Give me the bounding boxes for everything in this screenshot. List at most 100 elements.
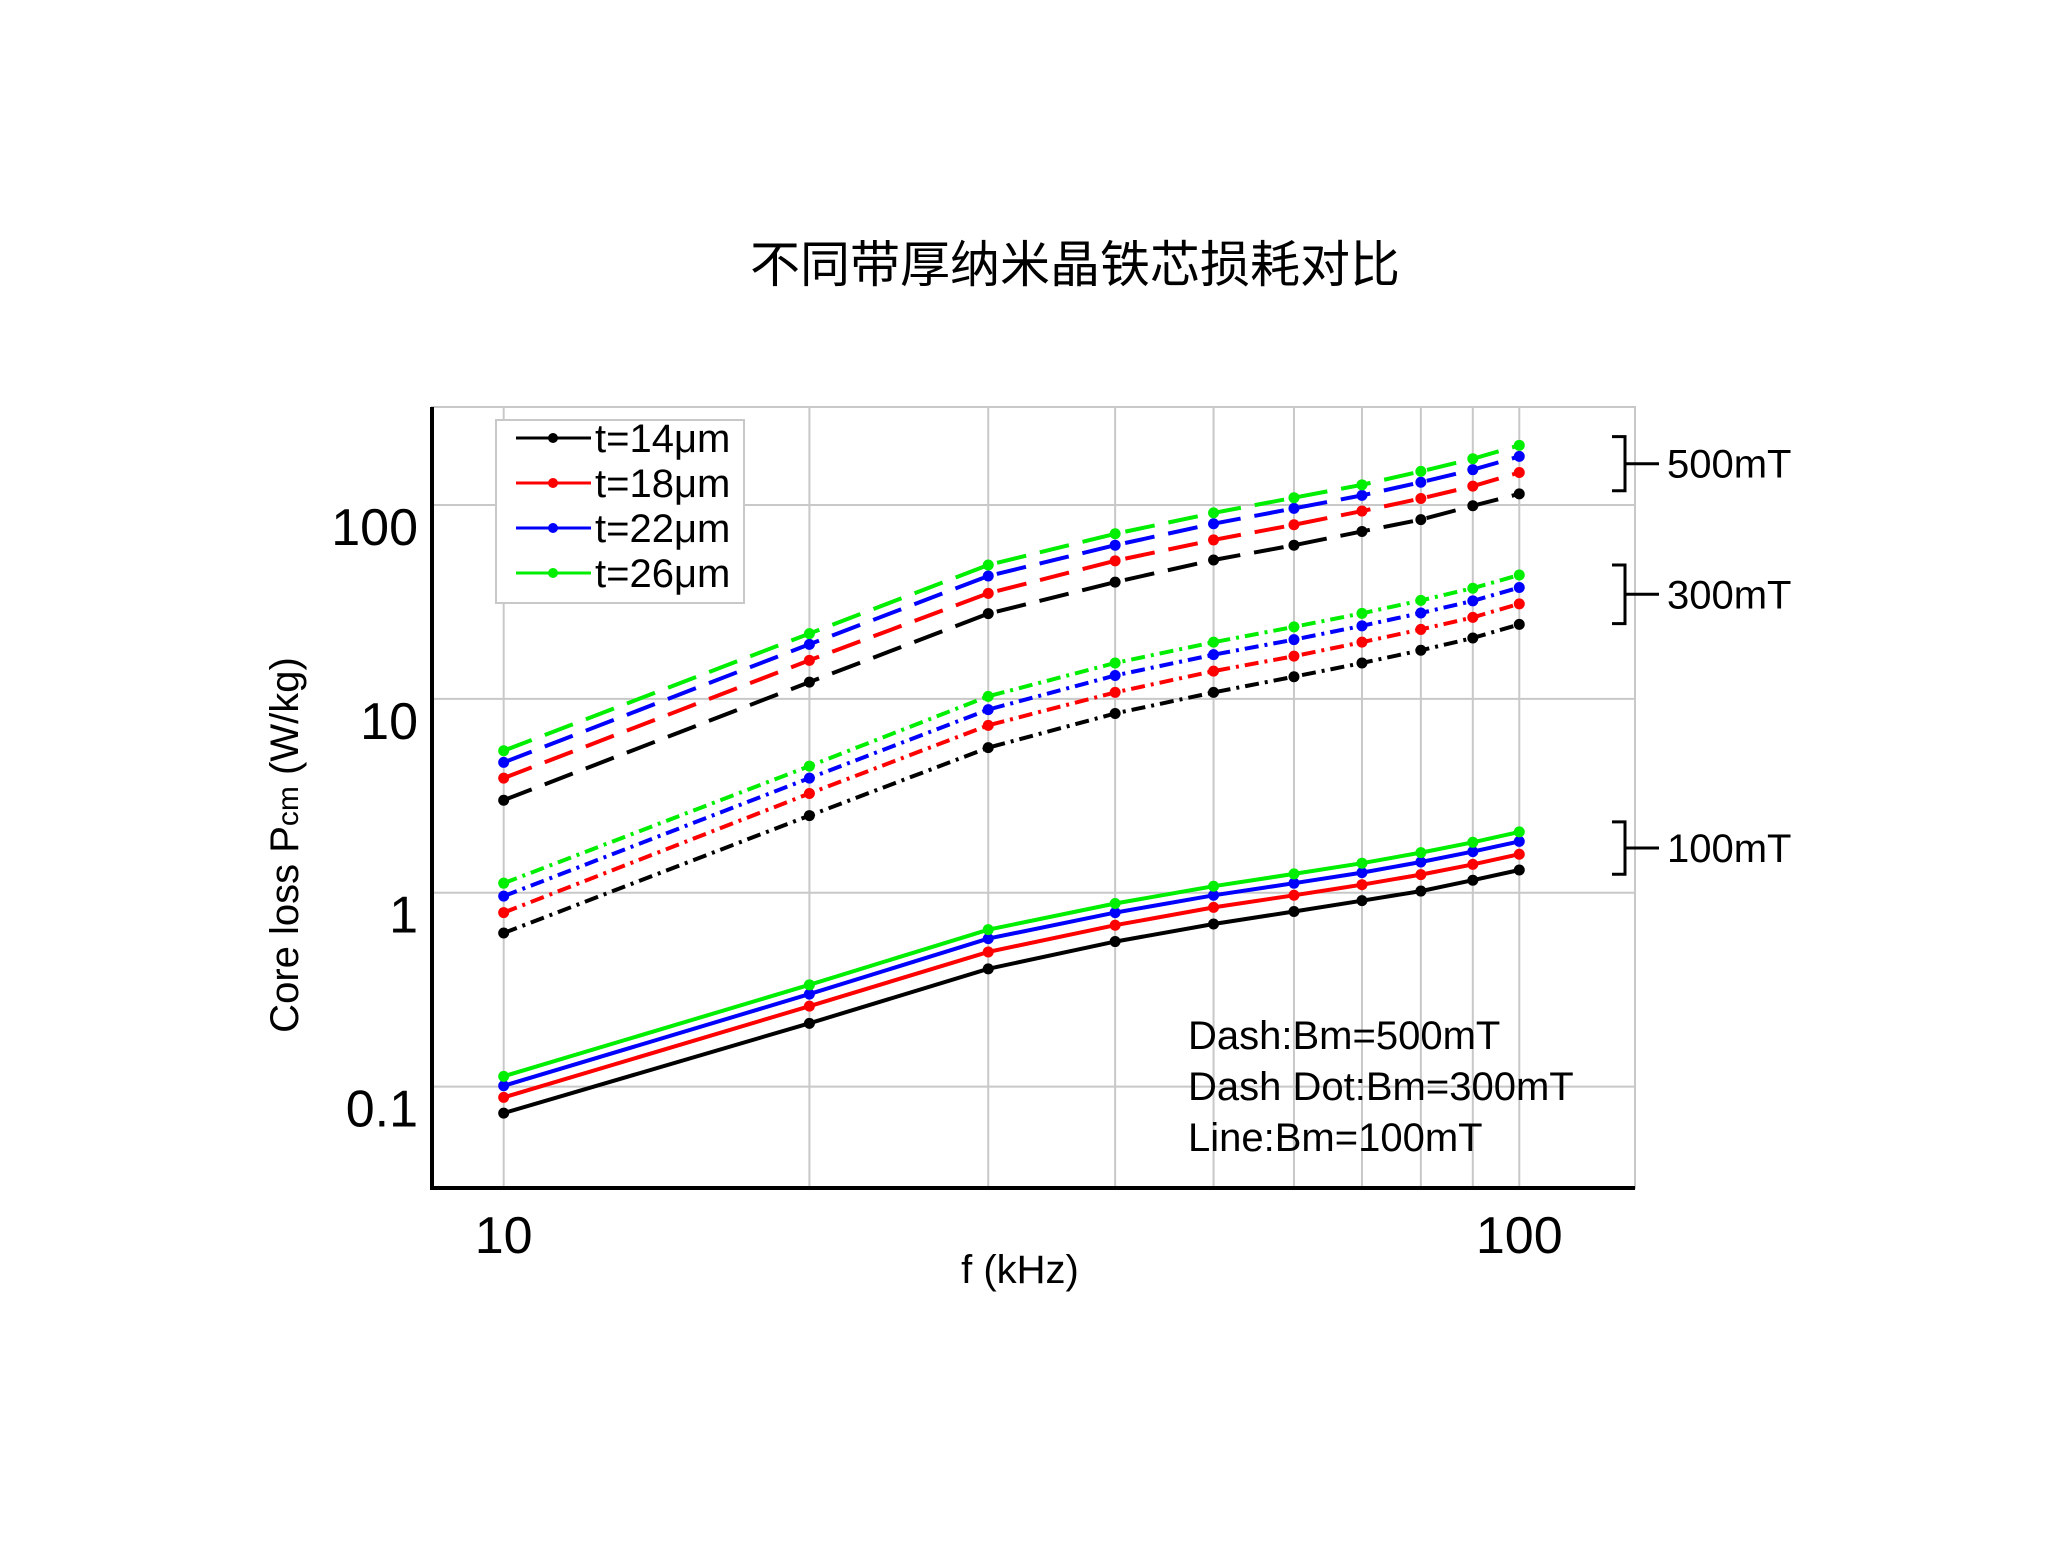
legend-item: t=18μm — [516, 462, 730, 506]
bracket — [1612, 435, 1659, 493]
series-line — [502, 470, 1520, 780]
data-point — [498, 927, 510, 939]
group-label: 300mT — [1667, 573, 1792, 617]
data-point — [1356, 505, 1368, 517]
data-point — [1513, 826, 1525, 838]
data-point — [1288, 519, 1300, 531]
data-point — [1356, 489, 1368, 501]
y-tick-label: 100 — [331, 499, 418, 557]
data-point — [803, 760, 815, 772]
data-point — [1356, 867, 1368, 879]
series-line — [503, 829, 1520, 1079]
data-point — [1109, 657, 1121, 669]
data-point — [1356, 479, 1368, 491]
data-point — [1208, 534, 1220, 546]
y-tick-label: 0.1 — [346, 1081, 418, 1139]
data-point — [982, 608, 994, 620]
data-point — [1513, 864, 1525, 876]
data-point — [1513, 618, 1525, 630]
data-point — [1356, 525, 1368, 537]
data-point — [1208, 686, 1220, 698]
data-point — [1467, 874, 1479, 886]
data-point — [1109, 555, 1121, 567]
data-point — [498, 1080, 510, 1092]
legend-marker — [548, 523, 558, 533]
data-point — [1513, 848, 1525, 860]
x-axis-label: f (kHz) — [961, 1248, 1079, 1292]
data-point — [803, 810, 815, 822]
data-point — [1467, 453, 1479, 465]
data-point — [1208, 649, 1220, 661]
data-point — [1109, 528, 1121, 540]
data-point — [1288, 906, 1300, 918]
data-point — [498, 772, 510, 784]
series-100mT-t=18μm — [498, 848, 1525, 1103]
data-point — [1288, 868, 1300, 880]
data-point — [1415, 514, 1427, 526]
series-300mT-t=14μm — [498, 618, 1525, 939]
data-point — [1208, 918, 1220, 930]
data-point — [982, 570, 994, 582]
group-bracket-500mT: 500mT — [1612, 435, 1792, 493]
y-axis-label-unit: (W/kg) — [263, 657, 307, 786]
data-point — [1109, 669, 1121, 681]
data-point — [1415, 623, 1427, 635]
data-point — [982, 924, 994, 936]
data-point — [803, 628, 815, 640]
tick-labels: 10 100 0.1 1 10 100 — [331, 499, 1562, 1265]
data-point — [1467, 632, 1479, 644]
series-300mT-t=26μm — [498, 569, 1525, 889]
data-point — [1415, 644, 1427, 656]
data-point — [1415, 869, 1427, 881]
data-point — [1208, 518, 1220, 530]
data-point — [982, 933, 994, 945]
data-point — [1356, 657, 1368, 669]
series-100mT-t=22μm — [498, 835, 1525, 1092]
data-point — [1208, 507, 1220, 519]
data-point — [1513, 450, 1525, 462]
data-point — [982, 719, 994, 731]
series-500mT-t=22μm — [498, 450, 1525, 768]
data-point — [982, 559, 994, 571]
data-point — [803, 979, 815, 991]
series-line — [502, 585, 1520, 899]
data-point — [1467, 464, 1479, 476]
series-line — [502, 573, 1520, 886]
x-tick-label: 10 — [475, 1207, 533, 1265]
data-point — [803, 1017, 815, 1029]
data-point — [498, 907, 510, 919]
series-line — [503, 839, 1520, 1088]
data-point — [982, 704, 994, 716]
data-point — [1288, 634, 1300, 646]
y-axis-label-sub: cm — [272, 786, 305, 826]
data-point — [498, 745, 510, 757]
axes — [430, 407, 1635, 1190]
bracket — [1612, 563, 1659, 626]
data-point — [803, 676, 815, 688]
data-point — [1288, 502, 1300, 514]
data-point — [1467, 595, 1479, 607]
legend-label: t=14μm — [595, 417, 730, 461]
data-point — [1415, 476, 1427, 488]
series-group — [498, 439, 1525, 1119]
data-point — [982, 587, 994, 599]
data-point — [1467, 836, 1479, 848]
data-point — [982, 963, 994, 975]
series-100mT-t=26μm — [498, 826, 1525, 1082]
data-point — [1467, 582, 1479, 594]
data-point — [498, 1091, 510, 1103]
data-point — [1513, 569, 1525, 581]
series-500mT-t=26μm — [498, 439, 1525, 757]
group-label: 500mT — [1667, 443, 1792, 487]
series-500mT-t=14μm — [498, 488, 1525, 806]
data-point — [1513, 582, 1525, 594]
x-tick-label: 100 — [1476, 1207, 1563, 1265]
data-point — [498, 794, 510, 806]
data-point — [498, 1070, 510, 1082]
data-point — [803, 787, 815, 799]
data-point — [1288, 877, 1300, 889]
data-point — [982, 946, 994, 958]
data-point — [803, 772, 815, 784]
chart-title: 不同带厚纳米晶铁芯损耗对比 — [750, 236, 1400, 294]
data-point — [1208, 880, 1220, 892]
